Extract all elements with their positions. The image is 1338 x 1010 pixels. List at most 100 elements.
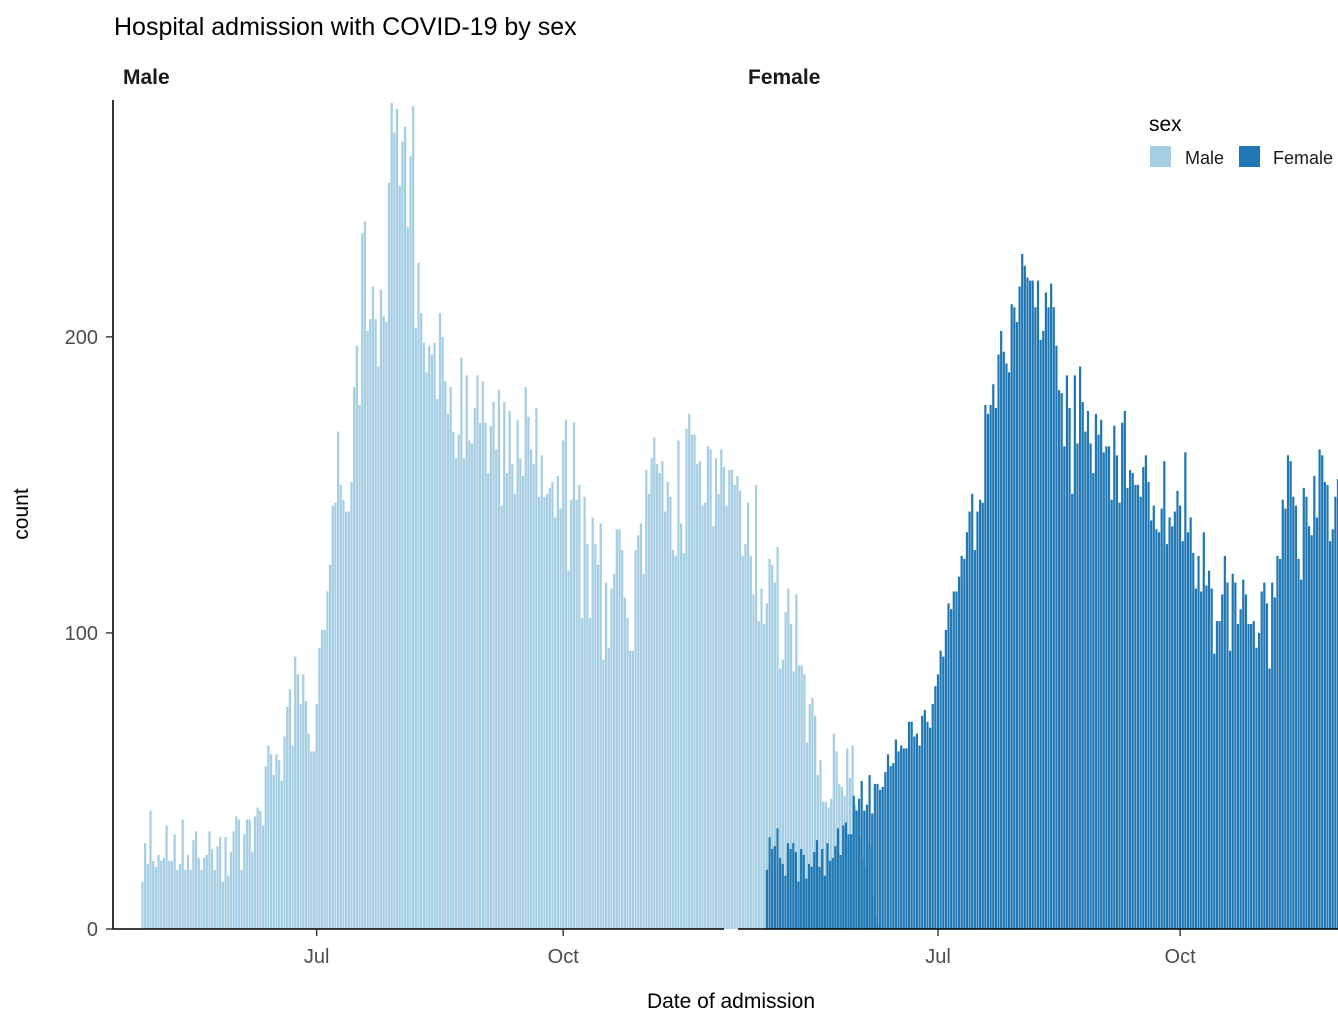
bar-female	[1318, 449, 1321, 929]
bar-female	[823, 875, 826, 929]
bar-male	[631, 650, 635, 929]
bar-male	[433, 342, 436, 929]
bar-female	[923, 709, 926, 929]
bar-male	[318, 647, 321, 929]
bar-female	[1281, 499, 1284, 929]
bar-male	[152, 860, 155, 929]
bar-female	[797, 881, 800, 929]
bar-male	[661, 461, 664, 929]
facet-strip-female: Female	[748, 66, 820, 89]
bar-male	[704, 502, 707, 929]
bar-male	[323, 629, 326, 929]
bar-female	[1026, 277, 1029, 929]
bar-female	[997, 354, 1000, 929]
bar-male	[653, 437, 656, 929]
bar-male	[709, 449, 712, 929]
bar-female	[1252, 621, 1255, 929]
bar-female	[786, 843, 790, 929]
bar-female	[1244, 594, 1247, 929]
legend-swatch-male	[1150, 146, 1171, 167]
bar-female	[1007, 372, 1011, 929]
bar-female	[944, 629, 947, 929]
bar-male	[621, 550, 624, 929]
bar-female	[942, 656, 945, 929]
bar-female	[1113, 425, 1116, 929]
bar-female	[1294, 505, 1297, 929]
bar-female	[957, 576, 961, 929]
y-axis-label: count	[10, 488, 33, 540]
bar-male	[779, 668, 782, 929]
bar-female	[1115, 455, 1119, 929]
bar-male	[642, 573, 645, 929]
bar-male	[669, 496, 672, 929]
bar-male	[144, 843, 147, 929]
bar-male	[835, 751, 838, 929]
bar-female	[1092, 473, 1095, 929]
bar-male	[261, 825, 265, 930]
bar-female	[929, 727, 932, 929]
bar-male	[744, 544, 747, 929]
bar-female	[800, 849, 803, 929]
bar-male	[698, 461, 702, 929]
bar-male	[583, 496, 586, 929]
bar-female	[973, 550, 976, 929]
bar-male	[529, 449, 533, 929]
bar-female	[1200, 591, 1203, 929]
bar-male	[221, 881, 224, 929]
bar-female	[792, 843, 795, 929]
bar-female	[776, 828, 779, 929]
bar-female	[955, 591, 958, 929]
bar-male	[412, 105, 415, 930]
bar-male	[755, 484, 758, 929]
bar-female	[1205, 585, 1208, 929]
bar-male	[200, 869, 203, 929]
bar-male	[331, 505, 334, 929]
bar-male	[722, 467, 726, 929]
bar-male	[441, 336, 444, 929]
bar-female	[1186, 532, 1190, 929]
bar-female	[918, 745, 921, 929]
bar-male	[588, 618, 592, 930]
bar-female	[1165, 544, 1169, 929]
bar-female	[1305, 496, 1308, 929]
bar-female	[1010, 304, 1013, 929]
bar-female	[1260, 591, 1263, 929]
bar-male	[800, 665, 803, 929]
bar-female	[1239, 609, 1242, 929]
bar-male	[366, 330, 369, 929]
bar-female	[1097, 434, 1100, 929]
bar-female	[1197, 555, 1200, 929]
bar-male	[251, 852, 254, 929]
bar-female	[1144, 455, 1147, 929]
bar-female	[1226, 582, 1229, 929]
bar-male	[202, 857, 206, 929]
y-tick-label: 200	[65, 327, 98, 349]
bar-male	[682, 552, 685, 929]
bar-female	[1155, 529, 1158, 929]
bar-female	[1139, 496, 1142, 929]
bar-male	[693, 434, 696, 929]
bar-male	[168, 860, 171, 929]
bar-male	[757, 621, 760, 929]
bar-female	[1031, 280, 1034, 930]
bar-male	[479, 422, 482, 929]
bar-male	[674, 555, 677, 929]
bar-male	[401, 141, 404, 929]
bar-male	[470, 443, 474, 929]
bar-female	[1079, 366, 1082, 930]
bar-female	[1060, 393, 1063, 929]
bar-male	[546, 493, 549, 929]
bar-female	[1142, 467, 1145, 929]
bar-male	[264, 766, 267, 929]
bar-male	[425, 372, 428, 929]
bar-female	[839, 854, 842, 929]
bar-male	[393, 132, 396, 929]
legend-swatch-female	[1239, 146, 1260, 167]
bar-male	[460, 357, 463, 930]
bar-male	[294, 656, 297, 929]
bar-male	[487, 473, 490, 929]
bar-female	[981, 502, 984, 929]
bar-male	[235, 816, 238, 929]
bar-female	[1136, 484, 1140, 929]
bar-male	[503, 401, 506, 929]
